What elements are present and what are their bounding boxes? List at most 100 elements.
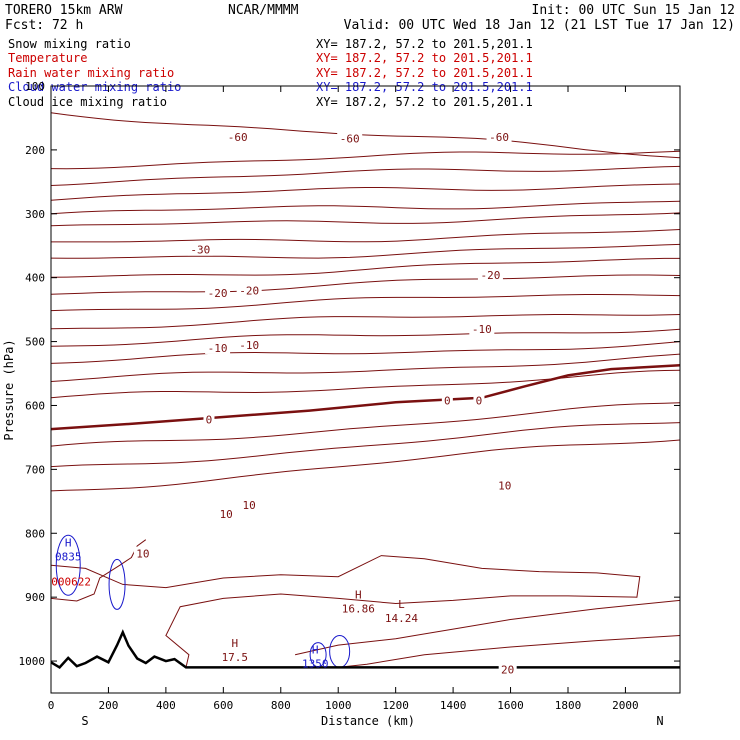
contour-label: 10 — [220, 508, 233, 521]
extremum-value: 14.24 — [385, 612, 418, 625]
contour-label: -20 — [208, 287, 228, 300]
contour-label-bg — [495, 478, 514, 492]
y-tick-label: 500 — [25, 336, 45, 349]
contour-label: -30 — [190, 244, 210, 257]
terrain-line — [50, 629, 680, 669]
y-tick-label: 800 — [25, 527, 45, 540]
org-label: NCAR/MMMM — [228, 3, 299, 18]
contour-label: -20 — [481, 269, 501, 282]
north-label: N — [656, 714, 663, 728]
contour-label: 20 — [501, 663, 514, 676]
field-xy: XY= 187.2, 57.2 to 201.5,201.1 — [316, 95, 533, 109]
y-tick-label: 600 — [25, 399, 45, 412]
init-time: Init: 00 UTC Sun 15 Jan 12 — [532, 3, 736, 18]
field-name: Temperature — [8, 51, 87, 65]
extremum-value: 0835 — [55, 551, 82, 564]
contour-label-bg — [337, 131, 363, 145]
forecast-hour: Fcst: 72 h — [5, 18, 83, 33]
zero-isotherm-line — [50, 363, 681, 431]
model-title: TORERO 15km ARW — [5, 3, 123, 18]
contour-label-bg — [240, 498, 259, 512]
isotherm-line — [50, 369, 681, 399]
y-tick-label: 300 — [25, 208, 45, 221]
contour-label-bg — [477, 268, 503, 282]
contour-label: 0 — [444, 394, 451, 407]
contour-label-bg — [217, 507, 236, 521]
isotherm-line — [50, 183, 681, 201]
isotherm-line — [50, 328, 681, 347]
contour-label: -10 — [239, 339, 259, 352]
contour-label-bg — [498, 662, 517, 676]
x-tick-label: 1000 — [325, 699, 352, 712]
field-name: Rain water mixing ratio — [8, 66, 174, 80]
x-axis-label: Distance (km) — [321, 714, 415, 728]
extremum-value: 1350 — [302, 657, 329, 670]
contour-label: -60 — [489, 131, 509, 144]
field-xy: XY= 187.2, 57.2 to 201.5,201.1 — [316, 80, 533, 94]
contour-label-bg — [236, 337, 262, 351]
contour-label-bg — [236, 283, 262, 297]
isotherm-line — [50, 439, 681, 492]
isotherm-line — [50, 274, 681, 295]
contour-label: -10 — [472, 323, 492, 336]
x-tick-label: 400 — [156, 699, 176, 712]
contour-label-bg — [203, 412, 215, 426]
isotherm-line — [50, 212, 681, 227]
extremum-letter: H — [232, 637, 239, 650]
contour-label: 0 — [206, 414, 213, 427]
x-tick-label: 1600 — [497, 699, 524, 712]
plot-frame — [50, 85, 681, 694]
contour-label-bg — [187, 242, 213, 256]
extremum-value: 17.5 — [222, 651, 249, 664]
cloud-water-contour — [55, 534, 81, 596]
contour-label: 10 — [498, 479, 511, 492]
extremum-letter: H — [355, 588, 362, 601]
isotherm-line — [50, 294, 681, 312]
isotherm-line — [50, 243, 681, 259]
south-label: S — [81, 714, 88, 728]
y-tick-label: 100 — [25, 80, 45, 93]
field-name: Snow mixing ratio — [8, 37, 131, 51]
isotherm-line — [50, 200, 681, 215]
extremum-letter: L — [398, 598, 405, 611]
isotherm-line — [50, 555, 641, 668]
contour-label-bg — [473, 393, 485, 407]
cloud-water-contour — [108, 558, 126, 610]
contour-label: 10 — [136, 548, 149, 561]
valid-time: Valid: 00 UTC Wed 18 Jan 12 (21 LST Tue … — [344, 18, 735, 33]
contour-label-bg — [486, 130, 512, 144]
field-xy: XY= 187.2, 57.2 to 201.5,201.1 — [316, 51, 533, 65]
x-tick-label: 800 — [271, 699, 291, 712]
y-axis-label: Pressure (hPa) — [2, 339, 16, 440]
contour-label: -60 — [340, 132, 360, 145]
field-name: Cloud ice mixing ratio — [8, 95, 167, 109]
contour-label-bg — [225, 130, 251, 144]
x-tick-label: 1400 — [440, 699, 467, 712]
contour-label-bg — [205, 286, 231, 300]
isotherm-line — [51, 229, 681, 243]
contour-label-bg — [133, 546, 152, 560]
contour-label: 0 — [476, 394, 483, 407]
x-tick-label: 1200 — [382, 699, 409, 712]
contour-label: 10 — [243, 499, 256, 512]
x-tick-label: 1800 — [555, 699, 582, 712]
extremum-letter: H — [312, 643, 319, 656]
isotherm-line — [50, 422, 681, 468]
contour-label: -10 — [208, 342, 228, 355]
contour-label: -60 — [228, 131, 248, 144]
y-tick-label: 200 — [25, 144, 45, 157]
contour-label-bg — [205, 340, 231, 354]
isotherm-line — [50, 150, 681, 170]
contour-label: -20 — [239, 284, 259, 297]
x-tick-label: 2000 — [612, 699, 639, 712]
field-xy: XY= 187.2, 57.2 to 201.5,201.1 — [316, 37, 533, 51]
extremum-value: 16.86 — [342, 602, 375, 615]
isotherm-line — [50, 353, 681, 382]
contour-label-bg — [441, 393, 453, 407]
extremum-letter: H — [65, 537, 72, 550]
y-tick-label: 900 — [25, 591, 45, 604]
isotherm-line — [50, 112, 681, 159]
x-tick-label: 600 — [213, 699, 233, 712]
y-tick-label: 1000 — [19, 655, 46, 668]
